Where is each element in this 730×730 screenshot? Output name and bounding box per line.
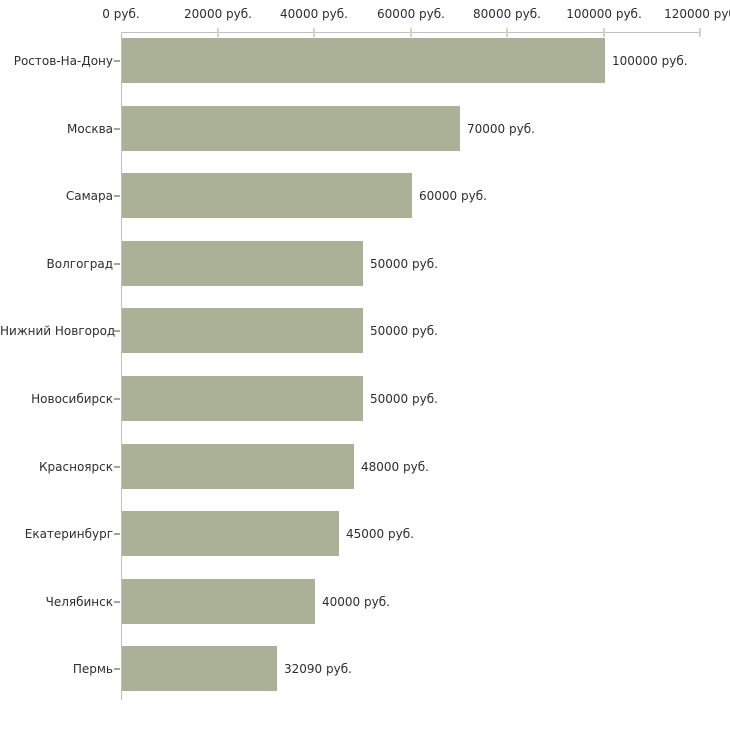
- x-axis-tick-label: 80000 руб.: [473, 7, 541, 21]
- x-axis-tick-label: 60000 руб.: [377, 7, 445, 21]
- x-axis-tick-label: 120000 руб: [664, 7, 730, 21]
- x-axis-tick-label: 100000 руб.: [566, 7, 642, 21]
- bar: [122, 308, 363, 353]
- bar: [122, 646, 277, 691]
- bar: [122, 376, 363, 421]
- x-axis-tick: [313, 28, 315, 37]
- category-label: Екатеринбург: [24, 527, 113, 541]
- bar: [122, 106, 460, 151]
- bar-value-label: 50000 руб.: [370, 257, 438, 271]
- category-label: Новосибирск: [31, 392, 113, 406]
- bar-value-label: 48000 руб.: [361, 460, 429, 474]
- x-axis-tick: [410, 28, 412, 37]
- y-axis-tick: [114, 533, 120, 535]
- y-axis-tick: [114, 60, 120, 62]
- y-axis-tick: [114, 195, 120, 197]
- x-axis-tick: [699, 28, 701, 37]
- y-axis-tick: [114, 128, 120, 130]
- x-axis-tick: [603, 28, 605, 37]
- category-label: Ростов-На-Дону: [13, 54, 113, 68]
- x-axis-tick: [506, 28, 508, 37]
- bar-value-label: 100000 руб.: [612, 54, 688, 68]
- category-label: Волгоград: [46, 257, 113, 271]
- category-label: Самара: [65, 189, 113, 203]
- y-axis-line: [121, 32, 122, 700]
- bar: [122, 173, 412, 218]
- bar-value-label: 60000 руб.: [419, 189, 487, 203]
- y-axis-tick: [114, 263, 120, 265]
- y-axis-tick: [114, 330, 120, 332]
- bar: [122, 241, 363, 286]
- bar-value-label: 70000 руб.: [467, 122, 535, 136]
- x-axis-tick-label: 40000 руб.: [280, 7, 348, 21]
- x-axis-tick-label: 0 руб.: [102, 7, 140, 21]
- bar: [122, 38, 605, 83]
- x-axis-tick: [217, 28, 219, 37]
- bar-value-label: 40000 руб.: [322, 595, 390, 609]
- category-label: Челябинск: [45, 595, 113, 609]
- y-axis-tick: [114, 601, 120, 603]
- y-axis-tick: [114, 668, 120, 670]
- bar-value-label: 50000 руб.: [370, 392, 438, 406]
- category-label: Москва: [67, 122, 113, 136]
- category-label: Нижний Новгород: [0, 324, 116, 338]
- y-axis-tick: [114, 398, 120, 400]
- bar: [122, 444, 354, 489]
- bar: [122, 511, 339, 556]
- category-label: Красноярск: [39, 460, 113, 474]
- category-label: Пермь: [72, 662, 113, 676]
- x-axis-tick-label: 20000 руб.: [184, 7, 252, 21]
- bar-value-label: 32090 руб.: [284, 662, 352, 676]
- bar: [122, 579, 315, 624]
- bar-value-label: 50000 руб.: [370, 324, 438, 338]
- bar-value-label: 45000 руб.: [346, 527, 414, 541]
- y-axis-tick: [114, 466, 120, 468]
